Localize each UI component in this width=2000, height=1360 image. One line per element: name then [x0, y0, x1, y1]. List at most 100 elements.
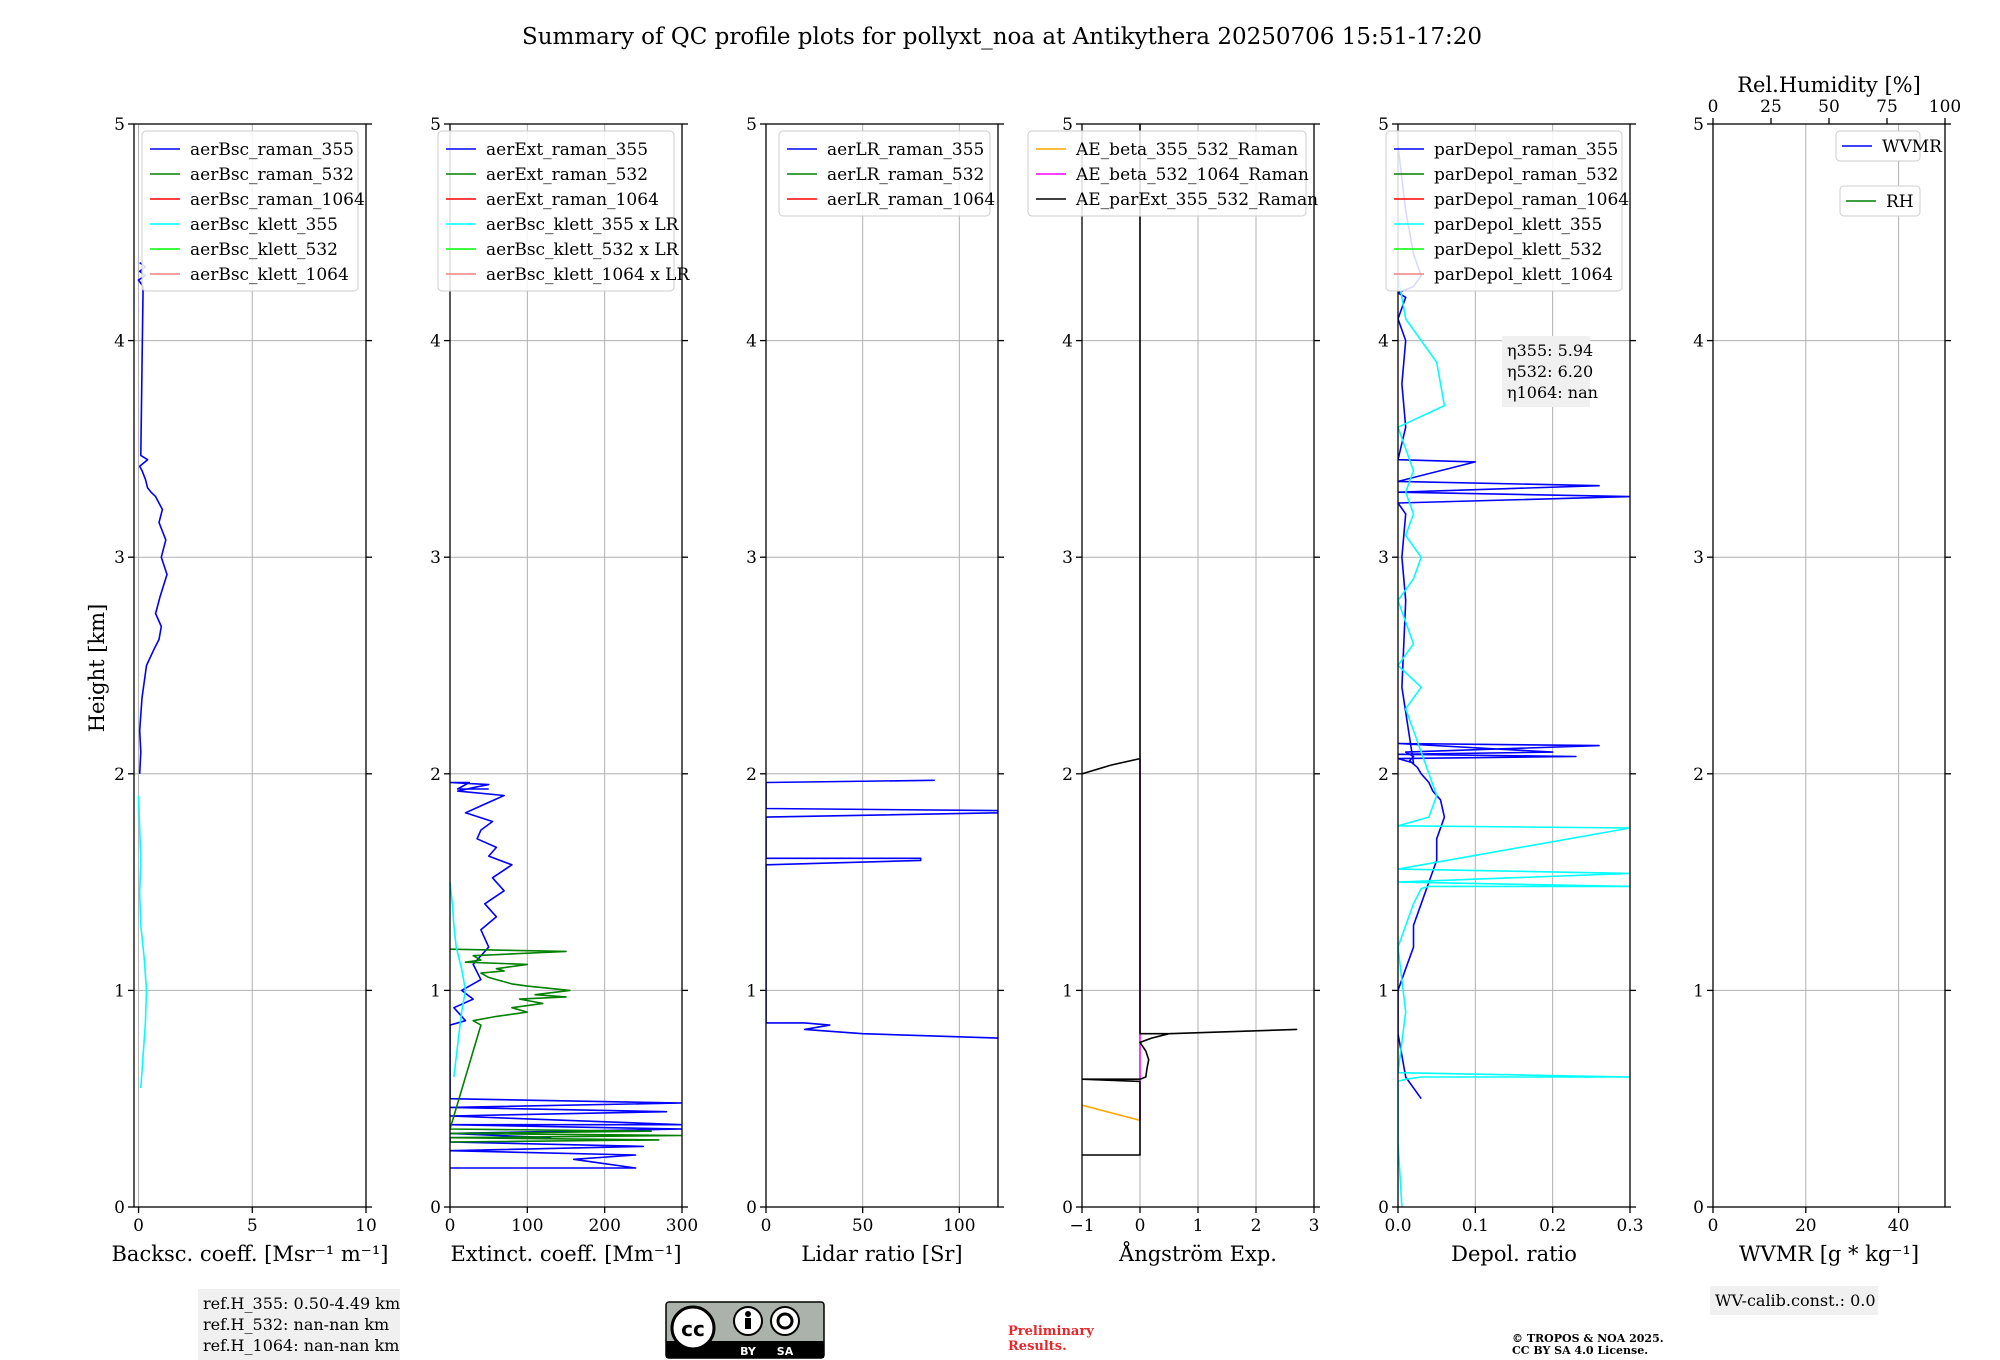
x-tick-label: 100: [943, 1216, 975, 1236]
x-tick-label: 50: [852, 1216, 874, 1236]
legend-label: aerExt_raman_1064: [486, 190, 659, 210]
y-tick-label: 1: [1062, 981, 1073, 1001]
annotation-bg: [1710, 1286, 1878, 1315]
x-tick-label: 10: [355, 1216, 377, 1236]
cc-icon: [670, 1305, 716, 1351]
y-tick-label: 2: [746, 765, 757, 785]
series-line-aerLR-raman-355: [766, 779, 998, 1039]
series-group: [766, 779, 998, 1039]
legend-label: aerLR_raman_532: [827, 165, 984, 185]
series-group: [1082, 124, 1298, 1156]
legend-label: aerBsc_raman_532: [190, 165, 354, 185]
y-tick-label: 0: [746, 1198, 757, 1218]
legend-label: parDepol_raman_1064: [1434, 190, 1629, 210]
y-tick-label: 0: [1693, 1198, 1704, 1218]
svg-text:cc: cc: [681, 1317, 705, 1341]
annotation-bg: [1502, 336, 1590, 407]
legend-box: [1839, 185, 1921, 217]
y-tick-label: 5: [114, 115, 125, 135]
annotation-line: WV-calib.const.: 0.0: [1715, 1291, 1876, 1310]
series-line-aerExt-raman-355: [450, 781, 682, 1169]
y-tick-label: 4: [1062, 332, 1073, 352]
series-line-AE-parExt-355-532-Raman: [1082, 124, 1298, 1156]
x2-tick-label: 0: [1708, 97, 1719, 117]
figure-title: Summary of QC profile plots for pollyxt_…: [522, 24, 1482, 50]
legend: parDepol_raman_355 parDepol_raman_532 parD…: [1385, 130, 1629, 292]
y-tick-label: 5: [746, 115, 757, 135]
x-axis-label: Ångström Exp.: [1118, 1241, 1277, 1266]
y-tick-label: 2: [430, 765, 441, 785]
y-axis-label: Height [km]: [85, 604, 109, 733]
legend-label: AE_parExt_355_532_Raman: [1075, 190, 1318, 210]
legend-label: aerLR_raman_355: [827, 140, 984, 160]
y-tick-label: 4: [1378, 332, 1389, 352]
plot-frame: [133, 123, 367, 1208]
legend-label: aerBsc_klett_355: [190, 215, 338, 235]
y-tick-label: 0: [430, 1198, 441, 1218]
series-line-AE-beta-355-532-Raman: [1082, 1104, 1141, 1122]
legend-label: aerBsc_klett_532 x LR: [486, 240, 680, 260]
legend: aerExt_raman_355 aerExt_raman_532 aerExt_r…: [437, 130, 690, 292]
sa-share-icon: [770, 1306, 800, 1336]
annotation-line: ref.H_355: 0.50-4.49 km: [203, 1294, 400, 1313]
panel-bsc: 0 5 10 0 1 2 3 4 5 Backsc. coeff. [Msr⁻¹ m⁻¹] aerB…: [112, 115, 400, 1360]
series-line-aerExt-raman-532: [450, 948, 682, 1143]
by-label: BY: [740, 1345, 757, 1358]
x-axis-label: Extinct. coeff. [Mm⁻¹]: [450, 1242, 681, 1266]
legend: aerLR_raman_355 aerLR_raman_532 aerLR_rama…: [778, 130, 995, 217]
y-tick-label: 1: [1378, 981, 1389, 1001]
y-tick-label: 2: [114, 765, 125, 785]
panel-depol: 0.0 0.1 0.2 0.3 0 1 2 3 4 5 Depol. ratio parDepol_r…: [1378, 115, 1643, 1266]
y-tick-label: 5: [1378, 115, 1389, 135]
y-tick-label: 3: [114, 548, 125, 568]
legend: aerBsc_raman_355 aerBsc_raman_532 aerBsc_r…: [141, 130, 365, 292]
x-tick-label: 5: [247, 1216, 258, 1236]
legend-label: parDepol_raman_532: [1434, 165, 1618, 185]
x-tick-label: 0: [133, 1216, 144, 1236]
x-tick-label: 300: [666, 1216, 698, 1236]
x-tick-label: 0.0: [1384, 1216, 1411, 1236]
y-tick-label: 3: [1062, 548, 1073, 568]
legend: AE_beta_355_532_Raman AE_beta_532_1064_Ra…: [1027, 130, 1318, 217]
legend-label: aerExt_raman_355: [486, 140, 648, 160]
y-tick-label: 3: [1378, 548, 1389, 568]
preliminary-note-line1: Preliminary: [1008, 1324, 1094, 1339]
legend-label: AE_beta_355_532_Raman: [1075, 140, 1298, 160]
legend-label: parDepol_raman_355: [1434, 140, 1618, 160]
x-tick-label: −1: [1069, 1216, 1094, 1236]
y-tick-label: 0: [114, 1198, 125, 1218]
cc-license-badge[interactable]: cc BY SA: [665, 1301, 825, 1359]
y-tick-label: 3: [746, 548, 757, 568]
x-tick-label: 20: [1795, 1216, 1817, 1236]
legend-box: [437, 130, 675, 292]
plot-frame: [449, 123, 683, 1208]
legend-label: aerBsc_raman_1064: [190, 190, 365, 210]
y-tick-label: 0: [1378, 1198, 1389, 1218]
copyright-line1: © TROPOS & NOA 2025.: [1512, 1332, 1664, 1345]
legend-label: AE_beta_532_1064_Raman: [1075, 165, 1309, 185]
series-line-aerBsc-klett-355-x-LR: [450, 882, 467, 1078]
series-group: [1398, 145, 1630, 1207]
y-tick-label: 2: [1378, 765, 1389, 785]
legend-label: parDepol_klett_532: [1434, 240, 1602, 260]
x-axis-label: WVMR [g * kg⁻¹]: [1739, 1242, 1919, 1266]
x-tick-label: 3: [1309, 1216, 1320, 1236]
legend-label: aerExt_raman_532: [486, 165, 648, 185]
x-tick-label: 0: [1135, 1216, 1146, 1236]
plot-frame: [765, 123, 999, 1208]
x-tick-label: 200: [588, 1216, 620, 1236]
series-line-aerBsc-raman-355: [137, 261, 168, 774]
legend-box: [1027, 130, 1307, 217]
panel-lr: 0 50 100 0 1 2 3 4 5 Lidar ratio [Sr] aerLR_raman_…: [746, 115, 1004, 1266]
series-group: [137, 261, 168, 1088]
x-axis-label: Backsc. coeff. [Msr⁻¹ m⁻¹]: [112, 1242, 389, 1266]
x2-tick-label: 50: [1818, 97, 1840, 117]
preliminary-note-line2: Results.: [1008, 1339, 1067, 1354]
x-tick-label: 0: [1708, 1216, 1719, 1236]
x2-tick-label: 25: [1760, 97, 1782, 117]
legend-rh: RH: [1839, 185, 1921, 217]
y-tick-label: 4: [1693, 332, 1704, 352]
x2-tick-label: 100: [1929, 97, 1961, 117]
y-tick-label: 1: [746, 981, 757, 1001]
